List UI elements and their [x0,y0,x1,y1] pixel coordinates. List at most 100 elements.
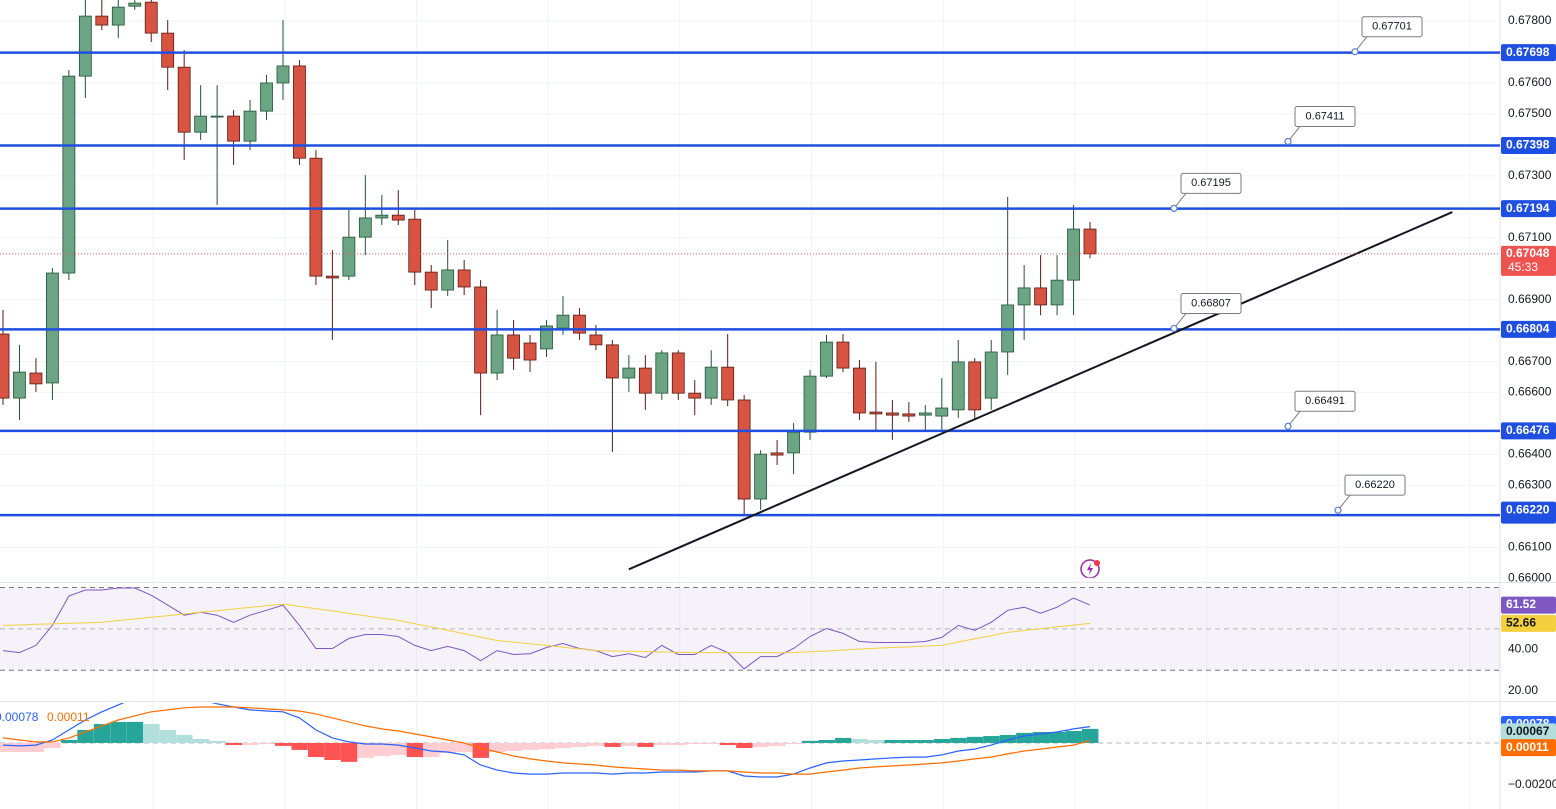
candle-body [0,333,10,399]
candle-body [622,367,636,379]
candle-body [128,2,142,7]
candle-body [408,218,422,273]
candle-body [260,82,273,112]
candle-body [227,115,240,142]
histogram-bar [390,742,407,755]
histogram-bar [703,742,720,745]
candle-body [935,407,949,417]
candle-body [605,344,619,379]
histogram-bar [225,742,242,746]
histogram-bar [489,742,506,753]
histogram-bar [587,742,605,746]
callout-label: 0.66491 [1305,395,1345,407]
callout-anchor [1284,137,1292,146]
callout-box [1344,474,1406,496]
trend-line [628,211,1453,571]
level-badge: 0.67194 [1506,201,1550,215]
alert-badge-bg [1501,501,1556,519]
rsi-badge-bg [1501,614,1556,632]
candle-body [754,453,768,500]
histogram-bar [11,742,28,753]
histogram-bar [159,729,177,743]
histogram-bar [423,742,440,758]
level-badge-bg [1501,137,1556,154]
candle-body [144,1,158,34]
candle-body [243,110,257,142]
y-tick-label: 0.67800 [1508,13,1552,27]
histogram-bar [505,742,522,751]
rsi-badge-bg [1501,596,1556,614]
candle-body [918,412,932,416]
alert-callout[interactable]: 0.66220 [1334,474,1406,514]
candle-body [589,334,603,346]
icon-dot [1094,560,1100,566]
histogram-bar [620,742,638,746]
candle-body [1067,228,1080,281]
candle-body [391,214,405,221]
histogram-bar [373,742,391,756]
countdown: 45:33 [1508,260,1538,274]
candle-body [951,361,965,411]
candle-body [787,431,800,454]
price-pane [0,0,1500,579]
histogram-bar [719,742,737,746]
callout-label: 0.67411 [1306,110,1345,122]
callout-anchor [1170,324,1178,333]
rsi-line [2,603,1091,654]
y-tick-label: 0.67100 [1508,230,1552,244]
histogram-bar [966,736,984,743]
candle-body [968,361,982,411]
candle-body [803,375,817,433]
candle-body [556,314,570,329]
candle-body [358,217,372,238]
candle-body [721,366,735,401]
alert-callout[interactable]: 0.67701 [1351,16,1423,56]
legend-value: 0.00078 [0,710,39,724]
candle-body [638,367,652,394]
histogram-bar [126,721,144,743]
callout-box [1294,390,1356,412]
candle-body [540,325,553,350]
candle-body [1050,279,1064,306]
y-tick-label: 0.66900 [1508,292,1552,306]
alert-callout[interactable]: 0.66491 [1284,390,1356,430]
y-tick-label: 0.66000 [1508,570,1552,584]
alert-callout[interactable]: 0.66807 [1170,292,1242,333]
callout-anchor [1284,422,1292,430]
histogram-bar [554,742,572,749]
candle-body [342,236,356,277]
histogram-bar [637,742,654,747]
histogram-bar [0,742,12,753]
candle-body [161,32,175,68]
candle-body [820,341,833,377]
candle-body [902,413,916,417]
candle-body [276,65,290,84]
callout-anchor [1334,506,1342,514]
candle-body [507,334,520,359]
callout-label: 0.66807 [1191,297,1231,309]
histogram-bar [340,742,358,762]
callout-anchor [1170,204,1178,212]
level-badge-bg [1501,200,1556,218]
histogram-bar [307,742,325,758]
candle-body [984,351,998,399]
histogram-bar [736,742,753,749]
y-tick-label: 0.66300 [1508,478,1552,492]
vertical-grid [152,0,1471,809]
y-tick-label: 0.66700 [1508,354,1552,368]
alert-callout[interactable]: 0.67195 [1170,172,1242,212]
histogram-bar [60,740,78,743]
histogram-bar [357,742,374,758]
histogram-bar [93,724,111,743]
level-badge: 0.67698 [1506,45,1550,59]
callout-label: 0.67701 [1372,21,1412,33]
histogram-bar [752,742,770,747]
y-tick-label: 0.66400 [1508,447,1552,461]
callout-box [1361,16,1423,38]
level-badge-bg [1501,422,1556,440]
candle-body [29,372,43,385]
histogram-bar [522,742,539,750]
alert-callout[interactable]: 0.67411 [1284,105,1356,146]
y-tick-label: 0.66600 [1508,385,1552,399]
